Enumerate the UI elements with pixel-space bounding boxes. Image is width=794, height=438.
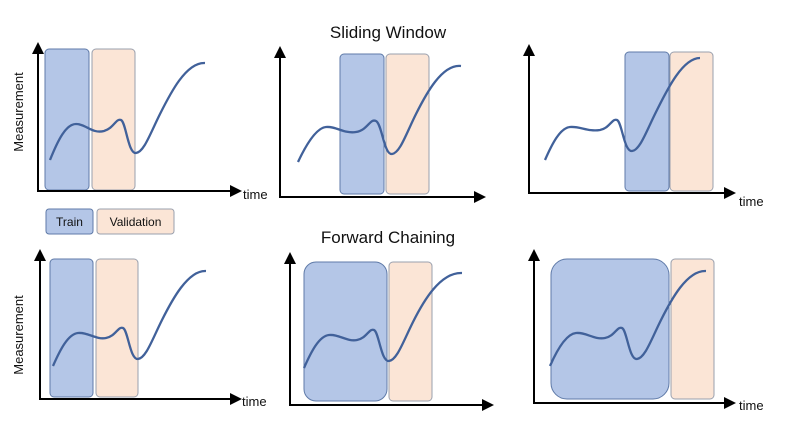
train-window [339, 53, 385, 195]
train-window [550, 258, 670, 400]
measurement-curve [51, 269, 207, 367]
legend-train-swatch [45, 208, 94, 235]
measurement-curve [302, 271, 463, 369]
validation-window [669, 51, 714, 192]
legend-validation-label: Validation [110, 215, 162, 229]
measurement-curve [548, 269, 707, 367]
sliding-window-title: Sliding Window [330, 23, 447, 42]
forward-chaining-title: Forward Chaining [321, 228, 455, 247]
panel-sliding-3 [523, 44, 736, 199]
validation-window [91, 48, 136, 191]
train-window [49, 258, 94, 398]
panel-forward-3 [528, 249, 736, 409]
measurement-curve [543, 56, 701, 161]
panel-sliding-2 [274, 46, 486, 203]
panel-sliding-1 [32, 42, 242, 197]
validation-window [388, 261, 433, 402]
train-window [44, 48, 90, 191]
y-axis-label-bottom: Measurement [11, 295, 26, 375]
x-axis-label-top-right: time [739, 194, 764, 209]
legend-train-label: Train [56, 215, 83, 229]
validation-window [95, 258, 139, 398]
train-window [624, 51, 670, 192]
legend-validation-swatch [96, 208, 175, 235]
y-axis-label-top: Measurement [11, 72, 26, 152]
measurement-curve [296, 64, 462, 163]
panel-forward-1 [34, 249, 242, 405]
validation-window [385, 53, 430, 195]
measurement-curve [48, 61, 206, 161]
legend: Train Validation [45, 208, 175, 235]
x-axis-label-bottom-right: time [739, 398, 764, 413]
x-axis-label-top-left: time [243, 187, 268, 202]
validation-window [670, 258, 715, 400]
train-window [303, 261, 388, 402]
panel-forward-2 [284, 252, 494, 411]
x-axis-label-bottom-left: time [242, 394, 267, 409]
